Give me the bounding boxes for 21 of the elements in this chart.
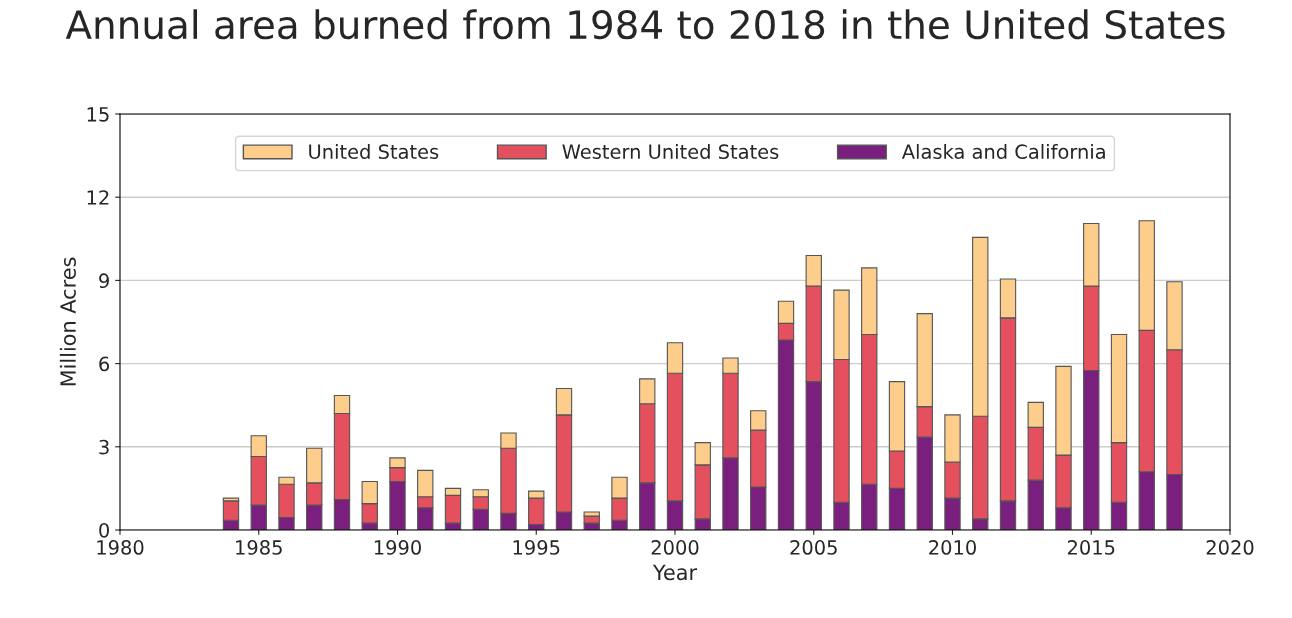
x-axis-title: Year xyxy=(652,564,698,581)
x-tick-label: 1990 xyxy=(374,540,421,555)
x-tick-label: 2000 xyxy=(651,540,699,555)
x-tick-label: 2020 xyxy=(1206,540,1254,555)
x-tick-label: 2010 xyxy=(929,540,976,555)
y-tick-label: 0 xyxy=(99,522,109,538)
x-tick-label: 1995 xyxy=(513,540,560,555)
chart-title: Annual area burned from 1984 to 2018 in the United States xyxy=(65,9,1225,40)
y-tick-label: 15 xyxy=(87,107,109,122)
legend-label: United States xyxy=(309,143,439,160)
y-tick-label: 3 xyxy=(99,439,109,455)
x-tick-label: 1980 xyxy=(97,540,144,555)
x-tick-label: 2005 xyxy=(790,540,837,555)
y-tick-label: 9 xyxy=(99,273,109,289)
x-tick-label: 1985 xyxy=(236,540,282,555)
x-tick-label: 2015 xyxy=(1067,540,1115,555)
legend-label: Western United States xyxy=(562,143,779,160)
y-axis-title: Million Acres xyxy=(59,257,76,386)
legend-label: Alaska and California xyxy=(901,143,1105,160)
y-tick-label: 12 xyxy=(87,190,109,205)
y-tick-label: 6 xyxy=(99,356,110,372)
